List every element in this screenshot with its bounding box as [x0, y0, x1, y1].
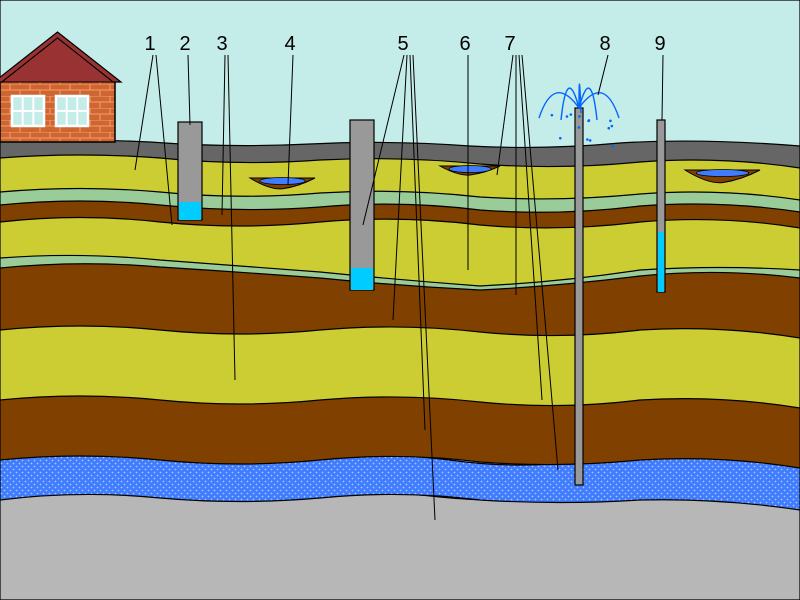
label-4: 4	[284, 33, 295, 55]
stratum-bedrock	[0, 488, 800, 600]
stratum-sky	[0, 0, 800, 150]
bore-right-water	[658, 232, 664, 292]
label-6: 6	[459, 33, 470, 55]
stratum-brown2	[0, 392, 800, 469]
label-1: 1	[144, 33, 155, 55]
well-shallow-1-water	[179, 202, 201, 220]
label-3: 3	[216, 33, 227, 55]
label-5: 5	[397, 33, 408, 55]
stratum-yellow3	[0, 322, 800, 409]
label-8: 8	[599, 33, 610, 55]
label-9: 9	[654, 33, 665, 55]
artesian-pipe	[575, 108, 583, 485]
well-shallow-2	[350, 120, 374, 290]
well-shallow-2-water	[351, 268, 373, 290]
label-7: 7	[504, 33, 515, 55]
label-2: 2	[179, 33, 190, 55]
